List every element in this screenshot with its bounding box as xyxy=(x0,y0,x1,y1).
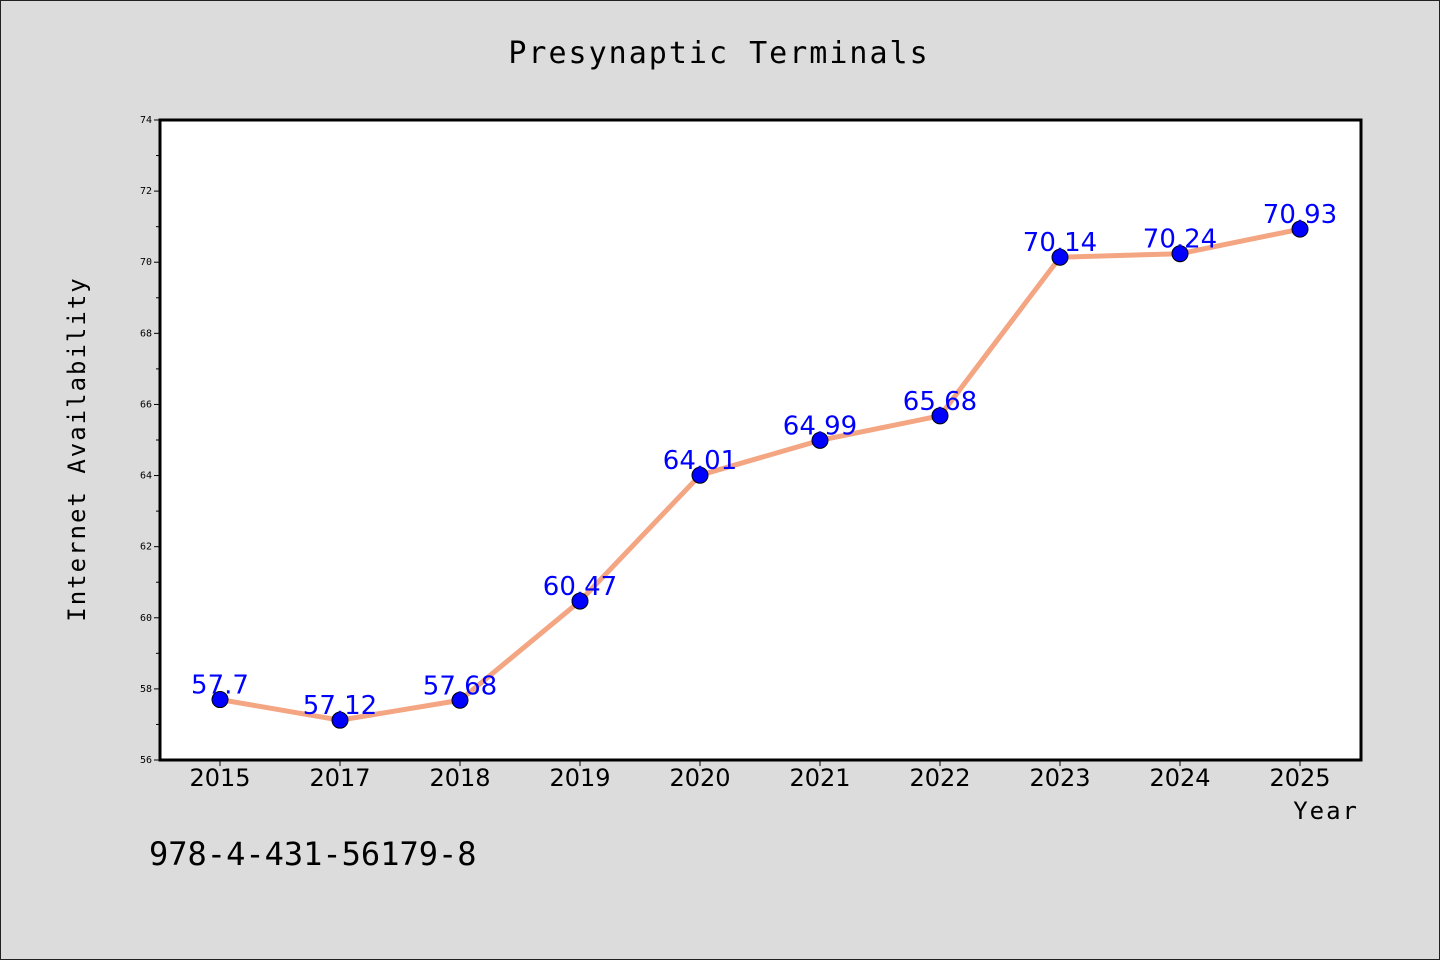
y-tick-label: 58 xyxy=(140,684,152,695)
y-axis-label: Internet Availability xyxy=(63,276,91,621)
data-label: 64.01 xyxy=(663,446,737,476)
data-markers xyxy=(211,220,1309,729)
data-label: 70.24 xyxy=(1143,225,1217,255)
data-label: 65.68 xyxy=(903,387,977,417)
data-label: 60.47 xyxy=(543,572,617,602)
data-label: 57.68 xyxy=(423,671,497,701)
y-tick-label: 56 xyxy=(140,755,152,766)
y-tick-label: 70 xyxy=(140,257,152,268)
data-labels: 57.7 57.12 57.68 60.47 64.01 64.99 65.68 70.14 7… xyxy=(191,200,1337,721)
x-tick-label: 2022 xyxy=(909,764,970,792)
data-point-marker xyxy=(571,592,589,610)
plot-area xyxy=(160,120,1361,760)
data-label: 70.14 xyxy=(1023,228,1097,258)
series-line-group xyxy=(217,226,1303,723)
chart-title: Presynaptic Terminals xyxy=(508,36,929,71)
y-axis-ticks: 56 58 60 62 64 66 68 70 72 74 xyxy=(140,115,160,766)
series-line xyxy=(217,226,1303,723)
plot-frame xyxy=(158,118,1363,762)
footer-code: 978-4-431-56179-8 xyxy=(149,835,477,873)
x-axis-label: Year xyxy=(1293,797,1359,825)
x-tick-label: 2019 xyxy=(549,764,610,792)
x-axis-ticks: 2015 2017 2018 2019 2020 2021 2022 2023 2024 2025 xyxy=(189,760,1331,792)
data-point-marker xyxy=(211,691,229,709)
data-point-marker xyxy=(811,431,829,449)
data-point-marker xyxy=(451,691,469,709)
data-point-marker xyxy=(1291,220,1309,238)
y-tick-label: 72 xyxy=(140,186,152,197)
data-label: 57.7 xyxy=(191,671,249,701)
x-tick-label: 2021 xyxy=(789,764,850,792)
x-tick-label: 2020 xyxy=(669,764,730,792)
data-point-marker xyxy=(931,407,949,425)
data-point-marker xyxy=(1171,245,1189,263)
data-label: 57.12 xyxy=(303,691,377,721)
x-tick-label: 2018 xyxy=(429,764,490,792)
y-tick-label: 64 xyxy=(140,471,152,482)
y-tick-label: 60 xyxy=(140,613,152,624)
data-label: 70.93 xyxy=(1263,200,1337,230)
y-tick-label: 74 xyxy=(140,115,152,126)
x-tick-label: 2023 xyxy=(1029,764,1090,792)
y-tick-label: 62 xyxy=(140,542,152,553)
data-point-marker xyxy=(691,466,709,484)
data-point-marker xyxy=(1051,248,1069,266)
x-tick-label: 2017 xyxy=(309,764,370,792)
y-tick-label: 66 xyxy=(140,399,152,410)
x-tick-label: 2024 xyxy=(1149,764,1210,792)
x-tick-label: 2015 xyxy=(189,764,250,792)
data-label: 64.99 xyxy=(783,411,857,441)
y-tick-label: 68 xyxy=(140,328,152,339)
data-point-marker xyxy=(331,711,349,729)
x-tick-label: 2025 xyxy=(1269,764,1330,792)
